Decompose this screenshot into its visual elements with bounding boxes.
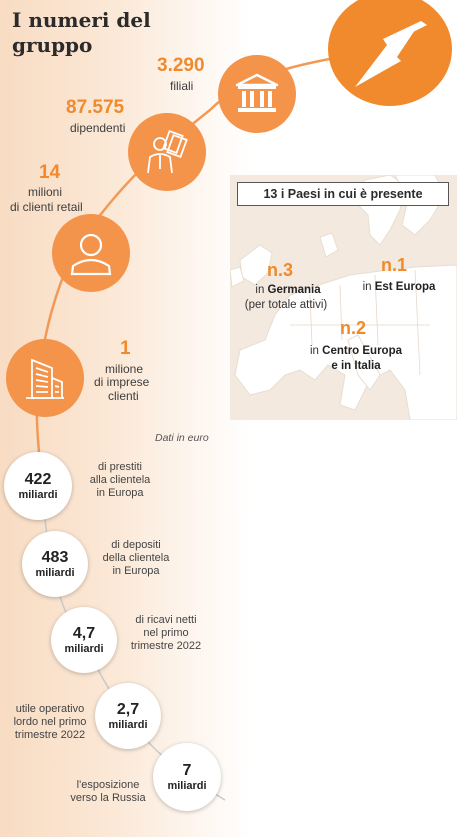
rank3-pre: in (255, 284, 265, 296)
employee-circle (128, 113, 206, 191)
bubble-ricavi-unit: miliardi (64, 642, 104, 655)
rank3-num: n.3 (267, 260, 294, 280)
employee-icon (147, 129, 188, 174)
person-circle (52, 214, 130, 292)
filiali-label: filiali (170, 79, 194, 93)
rank3-bold: Germania (267, 284, 321, 296)
imprese-label-2: di imprese (94, 375, 150, 389)
bank-circle (218, 55, 296, 133)
bubble-utile: 2,7 miliardi (95, 683, 161, 749)
russia-desc-1: l'esposizione (76, 779, 140, 791)
rank3-text: in Germania (240, 283, 336, 298)
rank1-text: in Est Europa (352, 280, 446, 295)
prestiti-desc-3: in Europa (96, 487, 144, 499)
utile-desc-2: lordo nel primo (13, 716, 87, 728)
europe-map (230, 175, 457, 420)
rank2-pre: in (309, 345, 319, 357)
russia-desc-2: verso la Russia (70, 792, 146, 804)
ricavi-desc-1: di ricavi netti (135, 614, 197, 626)
countries-box: 13 i Paesi in cui è presente (237, 182, 449, 206)
bubble-prestiti: 422 miliardi (4, 452, 72, 520)
bubble-utile-unit: miliardi (108, 718, 148, 731)
imprese-value: 1 (120, 338, 131, 359)
bubble-ricavi-num: 4,7 (72, 624, 96, 642)
dipendenti-value: 87.575 (66, 97, 125, 118)
utile-desc-1: utile operativo (15, 703, 85, 715)
depositi-desc-1: di depositi (111, 539, 161, 551)
prestiti-desc-1: di prestiti (97, 461, 143, 473)
bubble-russia-num: 7 (182, 761, 192, 779)
rank1-pre: in (362, 281, 372, 293)
imprese-label-1: milione (105, 362, 144, 376)
rank3-sub: (per totale attivi) (244, 299, 328, 311)
depositi-desc-3: in Europa (112, 565, 160, 577)
prestiti-desc-2: alla clientela (89, 474, 151, 486)
bubble-depositi-unit: miliardi (35, 566, 75, 579)
utile-desc-3: trimestre 2022 (14, 729, 86, 741)
russia-desc: l'esposizione verso la Russia (62, 779, 154, 805)
rank2-bold-1: Centro Europa (322, 345, 403, 357)
logo-icon (355, 21, 427, 87)
depositi-desc: di depositi della clientela in Europa (90, 539, 182, 578)
page-title: I numeri del gruppo (12, 8, 151, 57)
building-circle (6, 339, 84, 417)
ricavi-desc-2: nel primo (143, 627, 189, 639)
dipendenti-label: dipendenti (70, 121, 126, 135)
ricavi-desc: di ricavi netti nel primo trimestre 2022 (120, 614, 212, 653)
filiali-value: 3.290 (157, 55, 205, 76)
bubble-depositi: 483 miliardi (22, 531, 88, 597)
bubble-utile-num: 2,7 (116, 700, 140, 718)
person-icon (70, 233, 112, 276)
bubble-prestiti-num: 422 (24, 470, 52, 488)
ricavi-desc-3: trimestre 2022 (130, 640, 202, 652)
utile-desc: utile operativo lordo nel primo trimestr… (2, 703, 98, 742)
brand-logo (328, 0, 452, 106)
clienti-value: 14 (39, 162, 61, 183)
rank2-bold-2: e in Italia (331, 360, 381, 372)
rank1-bold: Est Europa (374, 281, 436, 293)
bubble-ricavi: 4,7 miliardi (51, 607, 117, 673)
clienti-label-1: milioni (28, 185, 63, 199)
clienti-label-2: di clienti retail (10, 200, 83, 214)
data-note: Dati in euro (155, 432, 209, 444)
bubble-depositi-num: 483 (41, 548, 69, 566)
bank-icon (235, 73, 279, 112)
rank2-num: n.2 (340, 318, 367, 338)
imprese-label-3: clienti (108, 389, 139, 403)
depositi-desc-2: della clientela (102, 552, 170, 564)
bubble-russia: 7 miliardi (153, 743, 221, 811)
rank2-text-2: e in Italia (310, 359, 402, 374)
bubble-russia-unit: miliardi (167, 779, 207, 792)
rank1-num: n.1 (381, 255, 408, 275)
rank2-text-1: in Centro Europa (298, 344, 414, 359)
building-icon (26, 358, 64, 399)
bubble-prestiti-unit: miliardi (18, 488, 58, 501)
prestiti-desc: di prestiti alla clientela in Europa (74, 461, 166, 500)
